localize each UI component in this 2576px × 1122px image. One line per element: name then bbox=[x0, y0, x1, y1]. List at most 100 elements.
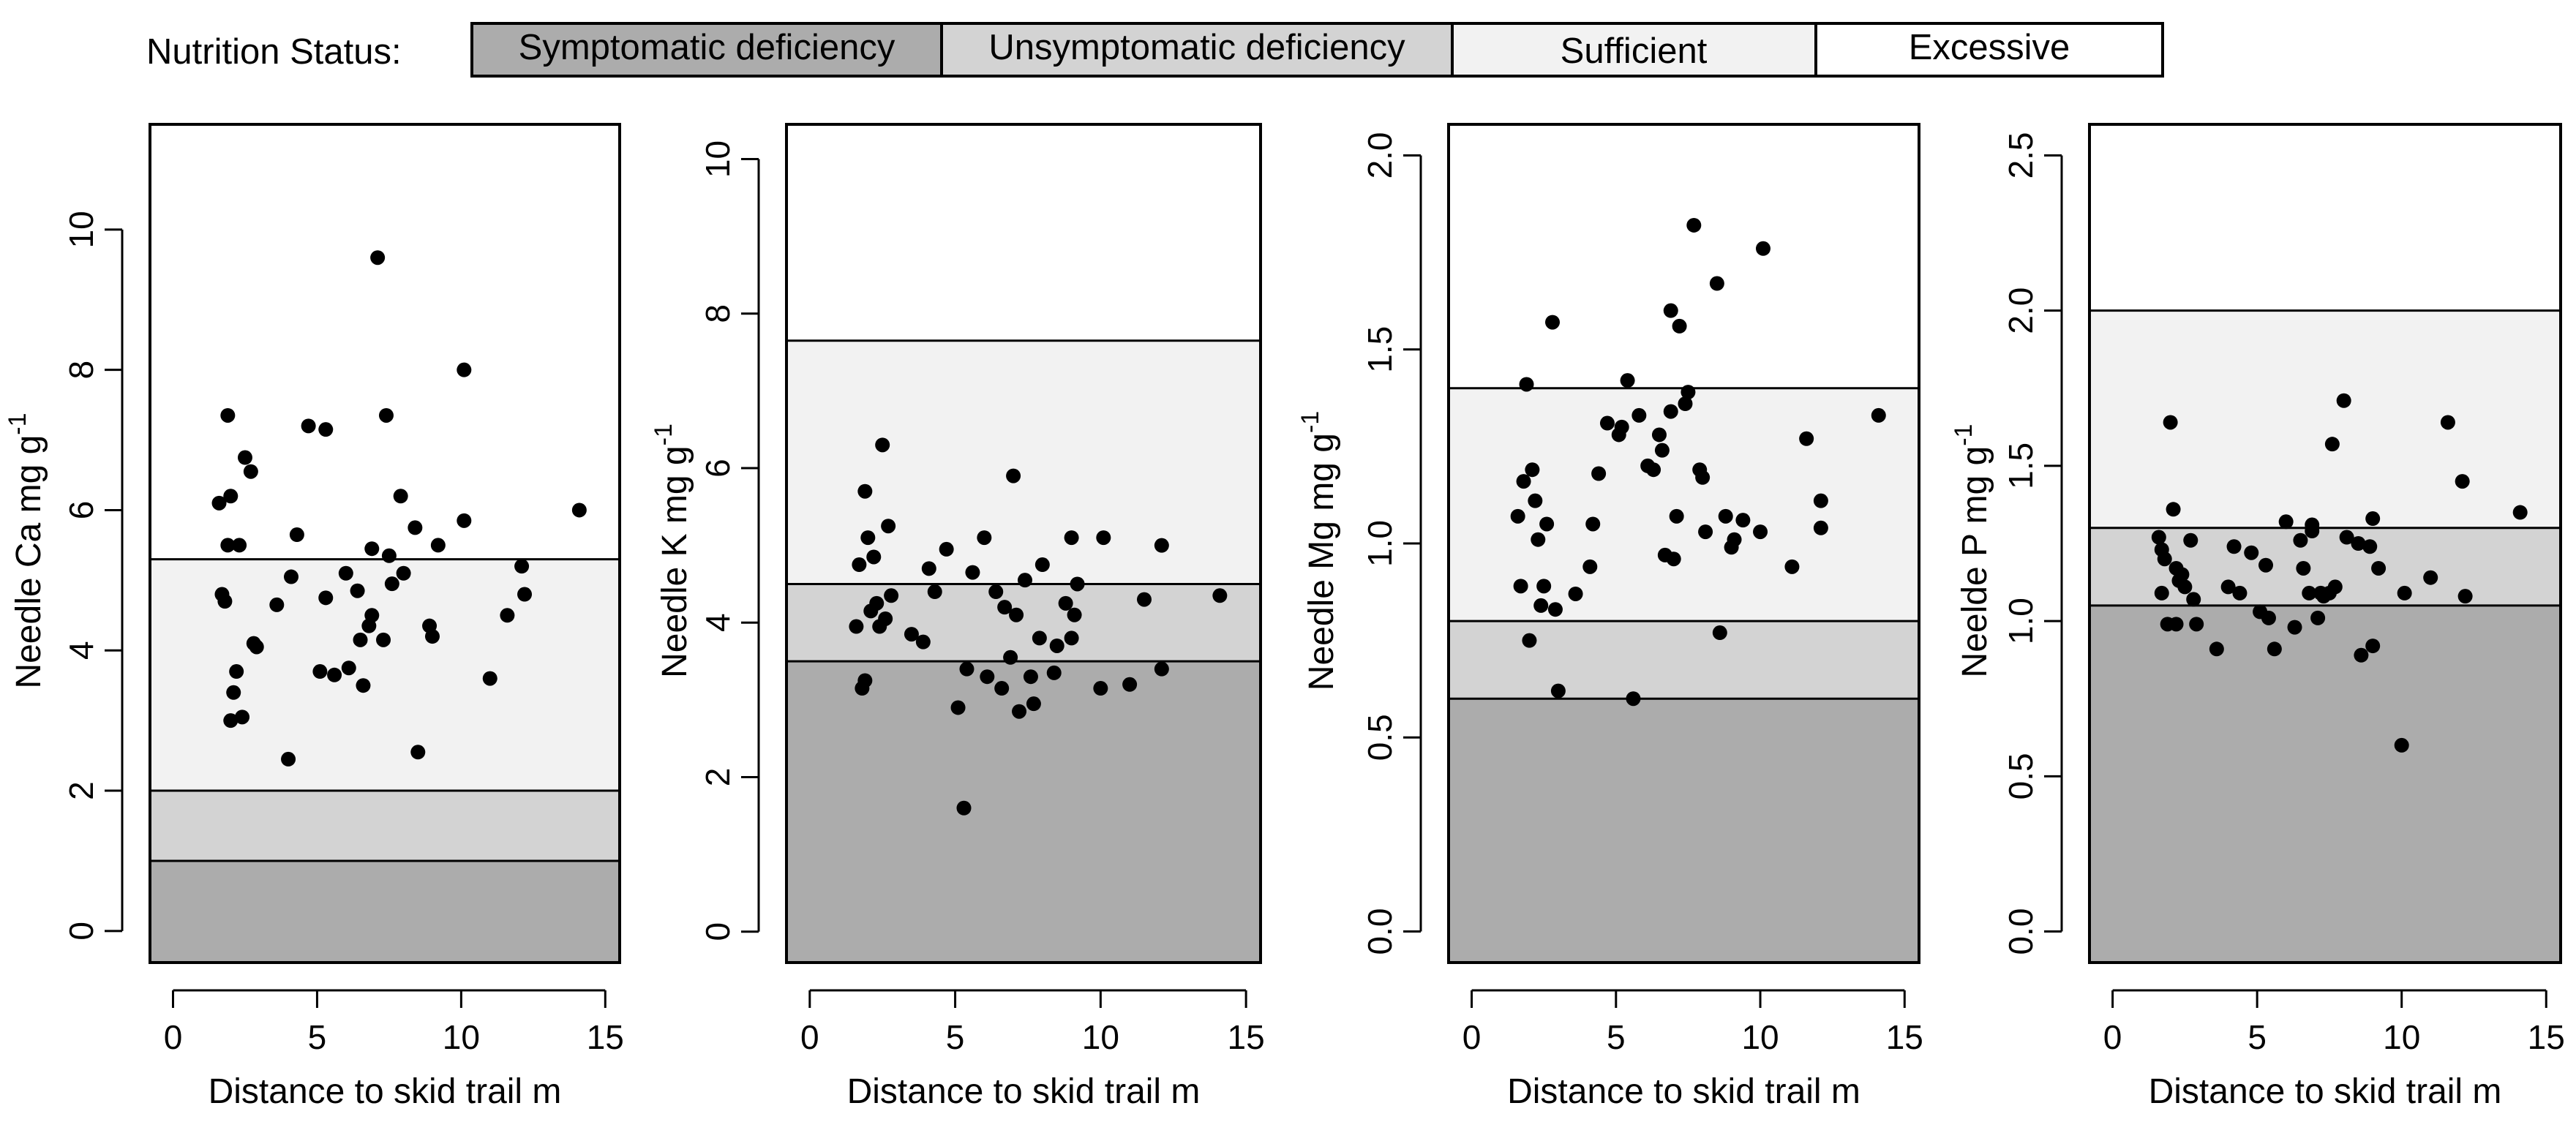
x-axis-title: Distance to skid trail m bbox=[1507, 1072, 1860, 1111]
y-tick-label: 2 bbox=[699, 768, 737, 787]
data-point bbox=[1212, 588, 1228, 603]
data-point bbox=[1735, 513, 1751, 528]
data-point bbox=[384, 576, 399, 592]
data-point bbox=[2186, 592, 2201, 607]
data-point bbox=[364, 541, 380, 557]
data-point bbox=[1591, 466, 1607, 481]
data-point bbox=[1663, 303, 1678, 318]
data-point bbox=[1531, 532, 1546, 547]
data-point bbox=[338, 565, 353, 581]
data-point bbox=[2351, 536, 2366, 551]
data-point bbox=[1547, 602, 1563, 617]
data-point bbox=[2278, 514, 2294, 530]
data-point bbox=[2305, 517, 2320, 532]
data-point bbox=[1516, 474, 1531, 489]
data-point bbox=[211, 495, 227, 511]
data-point bbox=[1799, 431, 1814, 446]
y-axis-title-main: Needle Mg mg g bbox=[1302, 433, 1341, 690]
data-point bbox=[1122, 677, 1138, 692]
data-point bbox=[997, 600, 1013, 615]
data-point bbox=[430, 538, 446, 553]
y-tick-label: 8 bbox=[62, 361, 100, 380]
data-point bbox=[857, 483, 873, 499]
x-tick-label: 10 bbox=[1082, 1018, 1119, 1056]
x-tick-label: 15 bbox=[2528, 1018, 2565, 1056]
data-point bbox=[1539, 516, 1555, 532]
panel-2: 0 5 10 15 Distance to skid trail m 0 2 4 6 8 10 Nee… bbox=[650, 123, 1265, 1111]
data-point bbox=[2293, 532, 2308, 548]
x-axis: 0 5 10 15 bbox=[1462, 989, 1923, 1056]
data-point bbox=[517, 587, 533, 602]
y-tick-label: 0.0 bbox=[1361, 908, 1399, 955]
data-point bbox=[878, 611, 893, 626]
data-point bbox=[2157, 551, 2172, 567]
data-point bbox=[2151, 530, 2166, 545]
data-point bbox=[2232, 585, 2248, 600]
data-point bbox=[408, 520, 423, 535]
data-point bbox=[2371, 560, 2387, 576]
legend-title: Nutrition Status: bbox=[146, 32, 402, 72]
data-point bbox=[2512, 505, 2528, 520]
panels: 0 5 10 15 Distance to skid trail m 0 2 4 6 8 10 Nee… bbox=[4, 123, 2565, 1111]
y-tick-label: 1.0 bbox=[1361, 520, 1399, 567]
data-point bbox=[376, 632, 391, 647]
data-point bbox=[1678, 396, 1693, 411]
data-point bbox=[1032, 630, 1047, 646]
data-point bbox=[2296, 560, 2311, 576]
data-point bbox=[852, 557, 867, 573]
y-tick-label: 10 bbox=[699, 140, 737, 178]
x-tick-label: 0 bbox=[800, 1018, 819, 1056]
data-point bbox=[223, 489, 239, 504]
x-tick-label: 15 bbox=[1886, 1018, 1923, 1056]
data-point bbox=[269, 597, 285, 612]
data-point bbox=[2226, 539, 2242, 554]
data-point bbox=[1003, 650, 1018, 665]
x-axis-title: Distance to skid trail m bbox=[847, 1072, 1201, 1111]
band-excessive bbox=[1449, 124, 1919, 388]
data-point bbox=[1058, 595, 1073, 611]
data-point bbox=[1813, 493, 1828, 508]
data-point bbox=[1813, 520, 1828, 535]
data-point bbox=[857, 673, 873, 688]
band-excessive bbox=[150, 124, 620, 560]
data-point bbox=[869, 595, 885, 611]
y-axis-title-main: Needle K mg g bbox=[656, 445, 694, 678]
data-point bbox=[939, 541, 954, 557]
y-axis-title-superscript: -1 bbox=[650, 423, 677, 445]
y-axis-title: Needle Mg mg g-1 bbox=[1296, 411, 1341, 690]
band-symptomatic bbox=[150, 860, 620, 963]
data-point bbox=[1017, 573, 1032, 588]
data-point bbox=[1064, 630, 1079, 646]
data-point bbox=[1049, 638, 1064, 653]
data-point bbox=[1550, 683, 1566, 699]
x-tick-label: 10 bbox=[443, 1018, 480, 1056]
panel-4: 0 5 10 15 Distance to skid trail m 0.0 0.5 1.0 1… bbox=[1950, 123, 2565, 1111]
x-tick-label: 15 bbox=[1228, 1018, 1265, 1056]
data-point bbox=[1727, 532, 1742, 547]
data-point bbox=[1513, 579, 1528, 594]
plot-frame bbox=[785, 123, 1262, 964]
data-point bbox=[2362, 539, 2378, 554]
data-point bbox=[1525, 462, 1540, 478]
data-point bbox=[1093, 681, 1108, 696]
y-tick-label: 4 bbox=[699, 613, 737, 632]
data-point bbox=[237, 450, 252, 465]
y-tick-label: 0 bbox=[62, 922, 100, 941]
legend-item-excessive: Excessive bbox=[1814, 22, 2164, 78]
data-point bbox=[1154, 538, 1169, 553]
data-point bbox=[226, 685, 241, 700]
y-tick-label: 4 bbox=[62, 641, 100, 660]
x-tick-label: 0 bbox=[164, 1018, 183, 1056]
data-point bbox=[457, 362, 472, 377]
data-point bbox=[959, 661, 975, 677]
data-point bbox=[881, 519, 896, 534]
data-point bbox=[410, 745, 426, 760]
band-symptomatic bbox=[1449, 699, 1919, 963]
band-unsymptomatic bbox=[1449, 621, 1919, 699]
y-axis-title: Needle K mg g-1 bbox=[650, 423, 694, 678]
data-point bbox=[1712, 625, 1727, 641]
data-point bbox=[980, 669, 995, 685]
data-point bbox=[1698, 524, 1713, 540]
data-point bbox=[1651, 427, 1667, 443]
data-point bbox=[2354, 647, 2369, 663]
